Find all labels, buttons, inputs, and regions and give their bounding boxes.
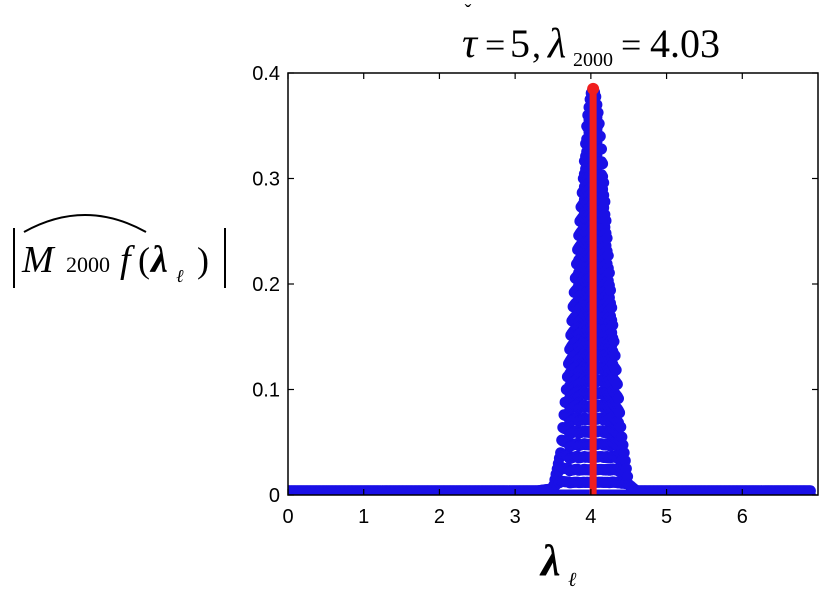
data-point [594, 130, 606, 142]
highlight-point [587, 82, 600, 95]
data-point [609, 350, 621, 362]
data-point [605, 284, 616, 296]
title-lambda-subscript: 2000 [573, 49, 613, 71]
data-point [598, 177, 610, 189]
xlabel-lambda: λ [539, 536, 561, 585]
ylabel-close-paren: ) [197, 240, 209, 280]
data-point [603, 267, 615, 279]
axis-tick-labels: 0 1 2 3 4 5 6 0 0.1 0.2 0.3 0.4 [252, 63, 748, 528]
y-tick-label: 0.1 [252, 380, 280, 402]
data-point [610, 364, 622, 376]
x-tick-label: 5 [661, 506, 672, 528]
ylabel-hat-arc [23, 214, 147, 233]
y-tick-label: 0.2 [252, 274, 280, 296]
data-point [596, 143, 607, 155]
data-point [608, 336, 620, 347]
data-point [611, 378, 623, 390]
data-point [804, 485, 816, 495]
title-equals-2: = [621, 25, 641, 65]
xlabel-lambda-subscript: ℓ [568, 569, 577, 591]
plot-background [288, 73, 818, 495]
ylabel-lambda: λ [149, 239, 168, 281]
ylabel-subscript: 2000 [66, 252, 110, 277]
x-tick-label: 1 [358, 506, 369, 528]
data-point [597, 158, 609, 170]
x-tick-label: 2 [434, 506, 445, 528]
x-tick-label: 4 [585, 506, 596, 528]
data-point [602, 250, 614, 261]
title-lambda-value: 4.03 [650, 21, 720, 66]
title-tau-value: 5 [510, 21, 530, 66]
title-equals-1: = [485, 25, 505, 65]
x-tick-label: 0 [282, 506, 293, 528]
y-tick-label: 0.4 [252, 63, 280, 85]
data-point [606, 302, 618, 314]
ylabel-open-paren: ( [138, 240, 150, 280]
y-tick-label: 0.3 [252, 169, 280, 191]
x-tick-label: 6 [737, 506, 748, 528]
data-point [614, 407, 626, 419]
title-tau: τ [462, 21, 479, 67]
ylabel-function: f [120, 239, 135, 281]
data-point [600, 215, 612, 227]
data-point [599, 196, 611, 208]
title-separator: , [532, 25, 541, 65]
ylabel-lambda-subscript: ℓ [176, 266, 184, 286]
data-point [601, 232, 613, 244]
data-point [615, 421, 627, 433]
data-point [607, 319, 619, 331]
x-axis-label: λ ℓ [539, 536, 577, 591]
chart-title: ˇ τ = 5 , λ 2000 = 4.03 [462, 1, 720, 71]
data-point [613, 393, 624, 404]
title-lambda: λ [546, 21, 566, 67]
ylabel-operator: M [21, 239, 56, 281]
data-layer [288, 82, 816, 495]
y-tick-label: 0 [269, 485, 280, 507]
plot-frame [287, 72, 819, 496]
title-tau-mark: ˇ [465, 1, 472, 23]
x-tick-label: 3 [510, 506, 521, 528]
y-axis-label: M 2000 f ( λ ℓ ) [13, 214, 226, 288]
